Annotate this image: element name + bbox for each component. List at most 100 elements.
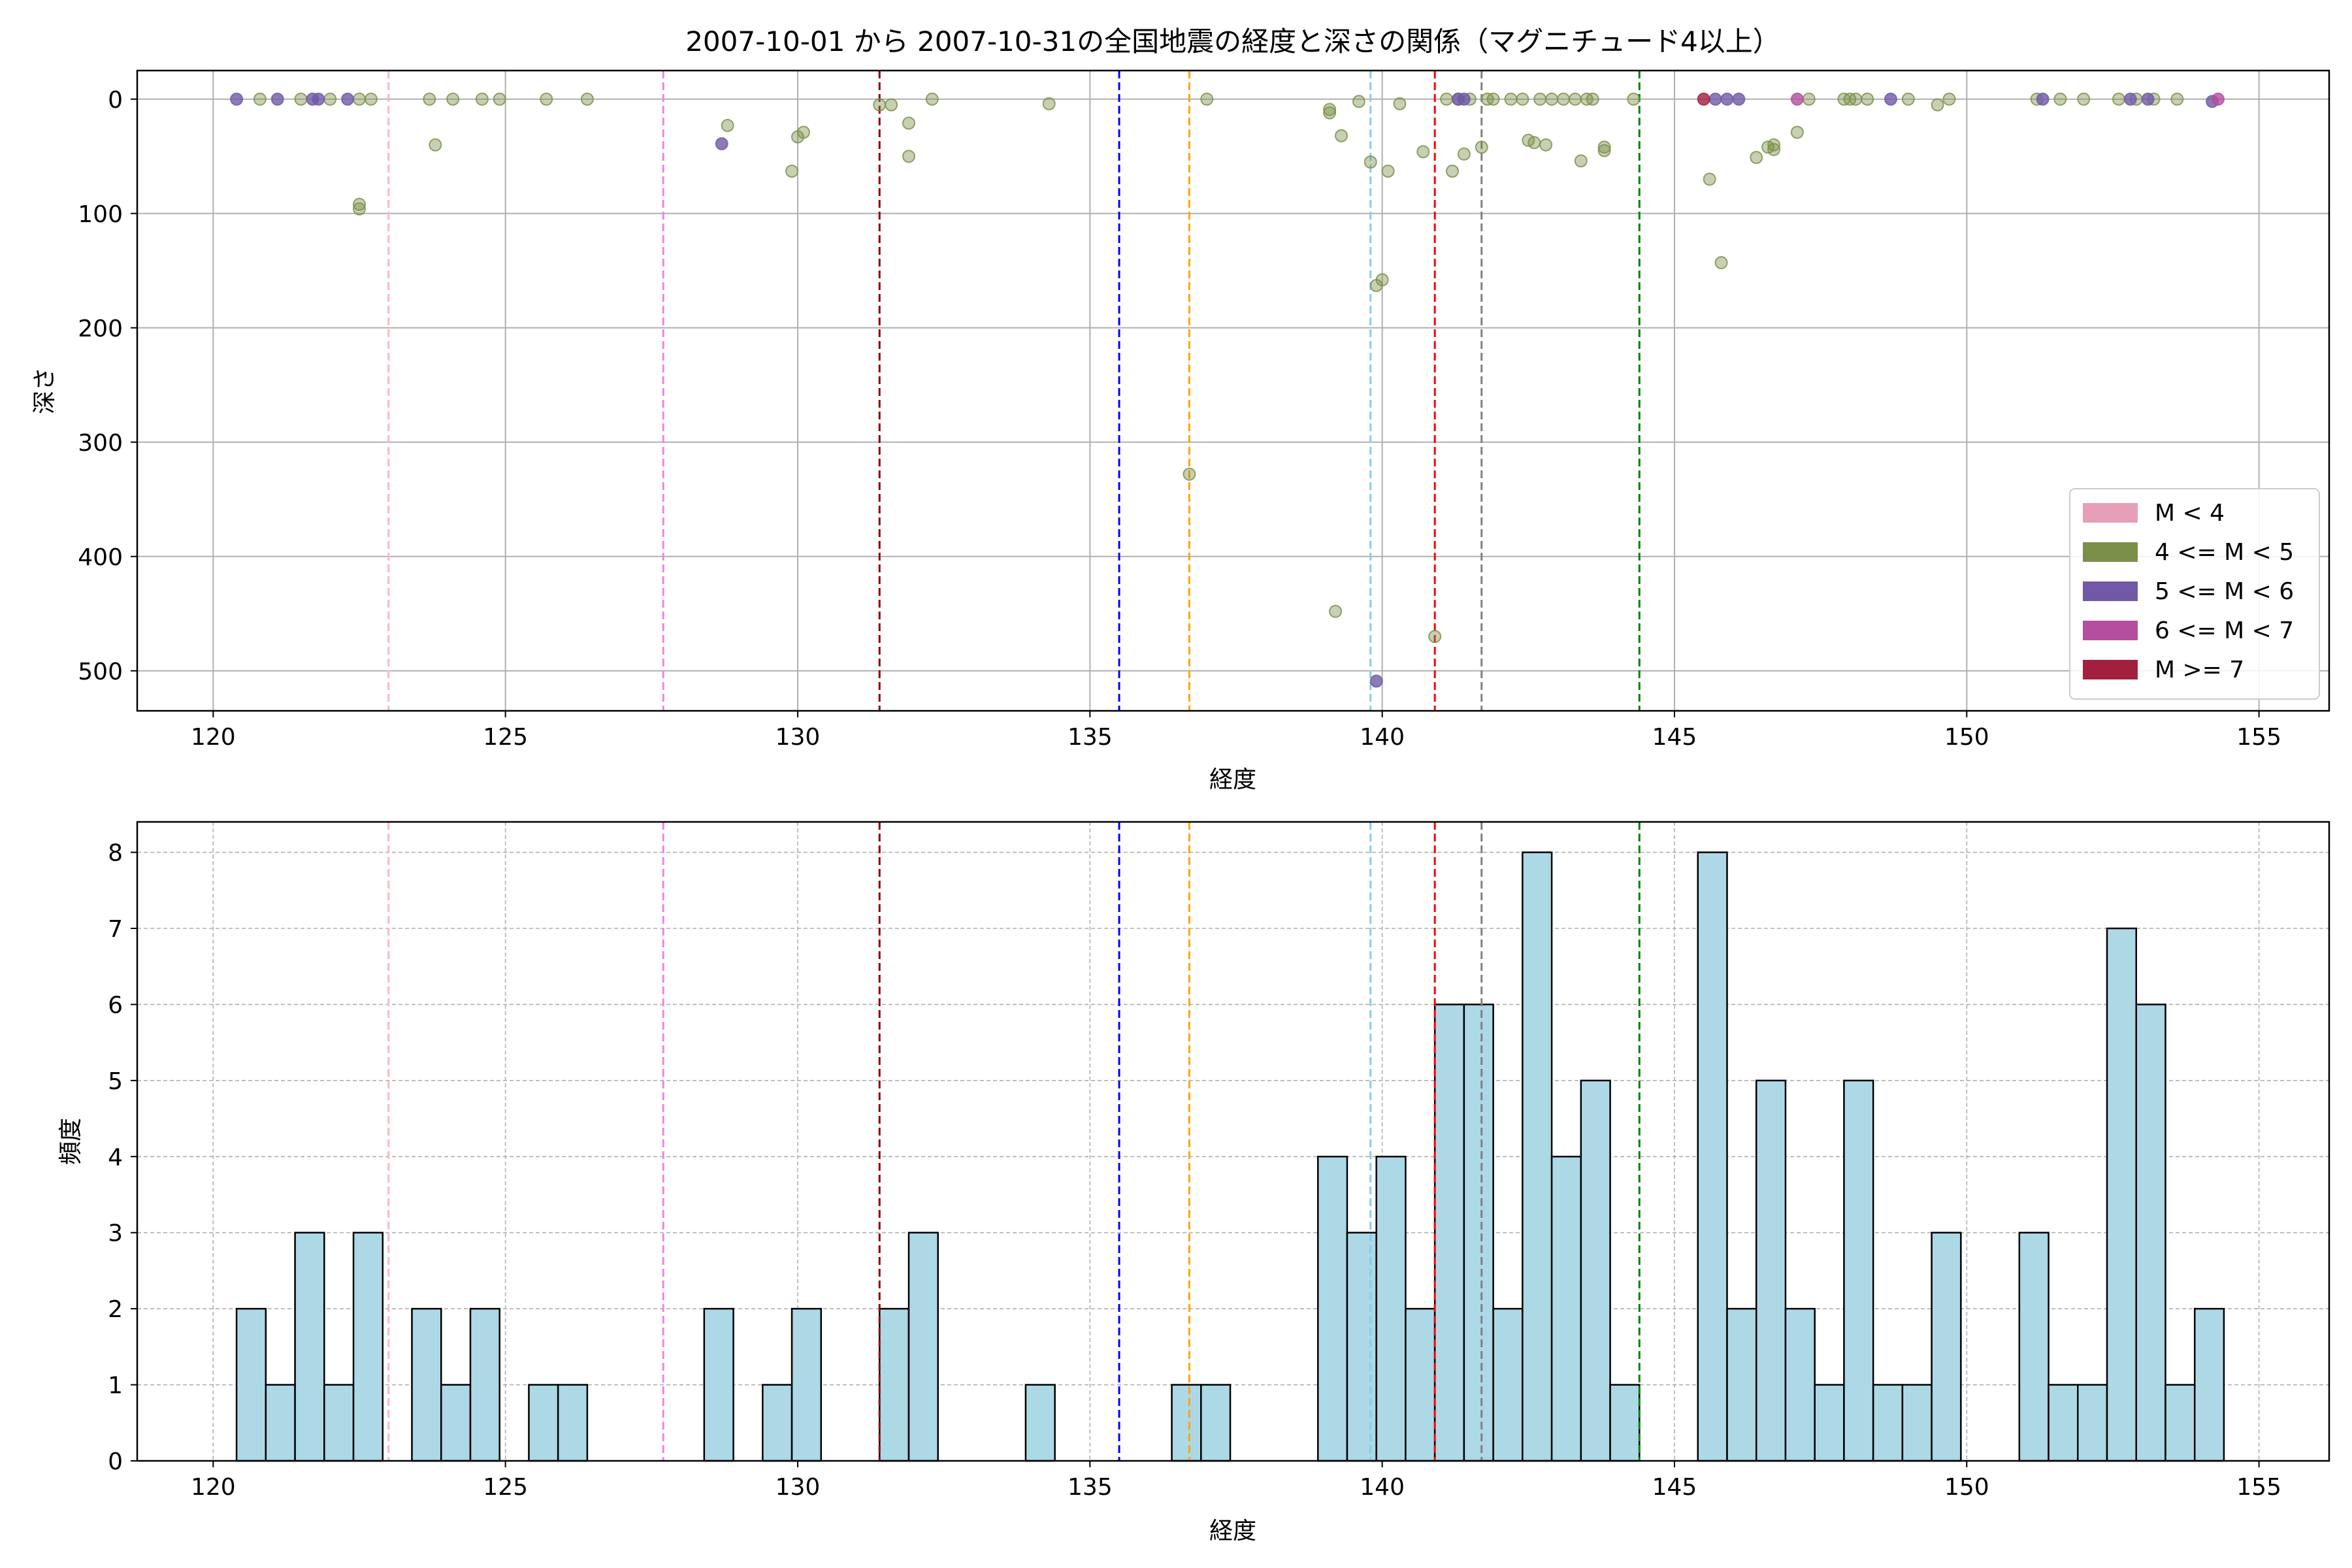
scatter-point-s1-11 xyxy=(1732,92,1746,106)
scatter-point-s0-30 xyxy=(1352,95,1365,108)
scatter-point-s0-66 xyxy=(1767,142,1781,156)
histogram-bar-35 xyxy=(1872,1384,1904,1462)
histogram-y-tick-label-3: 3 xyxy=(108,1220,123,1247)
histogram-bar-17 xyxy=(1200,1384,1232,1462)
scatter-point-s0-72 xyxy=(1861,92,1874,106)
histogram-bar-4 xyxy=(352,1232,384,1462)
histogram-y-tick-label-7: 7 xyxy=(108,916,123,943)
scatter-point-s1-12 xyxy=(1884,92,1897,106)
histogram-x-tick-label-145: 145 xyxy=(1652,1474,1697,1501)
histogram-bar-16 xyxy=(1171,1384,1202,1462)
scatter-point-s0-51 xyxy=(1539,138,1553,152)
histogram-bars xyxy=(235,851,2225,1462)
histogram-x-tick-label-135: 135 xyxy=(1068,1474,1113,1501)
histogram-y-tick-label-2: 2 xyxy=(108,1296,123,1323)
histogram-bar-15 xyxy=(1024,1384,1056,1462)
scatter-point-s0-36 xyxy=(1416,145,1430,159)
scatter-point-s0-53 xyxy=(1556,92,1570,106)
histogram-bar-6 xyxy=(440,1384,472,1462)
scatter-point-s0-38 xyxy=(1440,92,1454,106)
scatter-point-s0-59 xyxy=(1597,144,1611,157)
histogram-x-tick-label-150: 150 xyxy=(1944,1474,1989,1501)
scatter-point-s1-1 xyxy=(270,92,284,106)
legend-swatch-2 xyxy=(2083,581,2138,601)
histogram-bar-33 xyxy=(1814,1384,1845,1462)
scatter-point-s0-8 xyxy=(429,138,442,152)
histogram-reference-lines xyxy=(387,822,1641,1461)
scatter-point-s0-68 xyxy=(1802,92,1816,106)
scatter-point-s0-41 xyxy=(1457,147,1471,161)
scatter-point-s0-78 xyxy=(2077,92,2091,106)
scatter-x-ticks: 120 125 130 135 140 145 150 155 xyxy=(191,711,2281,751)
histogram-bar-24 xyxy=(1492,1307,1524,1462)
legend-label-0: M < 4 xyxy=(2155,500,2225,527)
histogram-bar-2 xyxy=(294,1232,325,1462)
histogram-bar-34 xyxy=(1843,1079,1874,1462)
scatter-point-s1-5 xyxy=(715,137,728,150)
legend: M < 4 4 <= M < 5 5 <= M < 6 6 <= M < 7 M >= … xyxy=(2069,488,2320,700)
legend-label-4: M >= 7 xyxy=(2155,657,2244,683)
histogram-y-tick-label-6: 6 xyxy=(108,992,123,1019)
scatter-point-s0-57 xyxy=(1586,92,1599,106)
scatter-point-s2-0 xyxy=(1790,92,1804,106)
histogram-bar-14 xyxy=(907,1232,939,1462)
histogram-bar-11 xyxy=(762,1384,793,1462)
histogram-bar-23 xyxy=(1463,1004,1494,1462)
scatter-x-tick-label-140: 140 xyxy=(1360,724,1405,751)
scatter-point-s0-17 xyxy=(796,125,810,139)
histogram-x-tick-label-130: 130 xyxy=(776,1474,821,1501)
histogram-x-tick-label-125: 125 xyxy=(483,1474,528,1501)
scatter-point-s0-26 xyxy=(1323,103,1337,116)
histogram-x-tick-label-140: 140 xyxy=(1360,1474,1405,1501)
scatter-y-tick-label-400: 400 xyxy=(78,544,123,571)
scatter-point-s0-45 xyxy=(1486,92,1500,106)
scatter-point-s0-74 xyxy=(1931,98,1944,112)
scatter-point-s0-75 xyxy=(1942,92,1956,106)
scatter-point-s0-82 xyxy=(2170,92,2184,106)
histogram-bar-9 xyxy=(557,1384,589,1462)
scatter-point-s0-19 xyxy=(885,98,898,112)
scatter-y-tick-label-300: 300 xyxy=(78,430,123,457)
legend-swatch-4 xyxy=(2083,660,2138,679)
histogram-bar-1 xyxy=(265,1384,296,1462)
histogram-y-tick-label-1: 1 xyxy=(108,1373,123,1399)
scatter-point-s0-9 xyxy=(446,92,460,106)
scatter-point-s0-27 xyxy=(1323,106,1337,120)
scatter-point-s0-63 xyxy=(1750,151,1763,164)
scatter-y-ticks: 0 100 200 300 400 500 xyxy=(78,87,137,685)
histogram-bar-0 xyxy=(235,1307,267,1462)
scatter-point-s0-77 xyxy=(2053,92,2067,106)
scatter-point-s0-73 xyxy=(1901,92,1915,106)
histogram-x-axis-label: 経度 xyxy=(1209,1518,1256,1544)
histogram-bar-7 xyxy=(469,1307,500,1462)
legend-label-1: 4 <= M < 5 xyxy=(2155,539,2294,566)
scatter-point-s0-34 xyxy=(1381,165,1395,178)
scatter-point-s0-79 xyxy=(2112,92,2125,106)
histogram-bar-13 xyxy=(878,1307,910,1462)
histogram-bar-32 xyxy=(1784,1307,1816,1462)
scatter-point-s0-28 xyxy=(1329,604,1343,618)
histogram-y-axis-label: 頻度 xyxy=(57,1118,84,1165)
scatter-point-s0-2 xyxy=(323,92,337,106)
scatter-point-s0-4 xyxy=(352,197,366,211)
scatter-point-s1-15 xyxy=(2141,92,2155,106)
histogram-bar-43 xyxy=(2164,1384,2196,1462)
histogram-bar-12 xyxy=(791,1307,823,1462)
legend-label-3: 6 <= M < 7 xyxy=(2155,617,2294,644)
histogram-bar-20 xyxy=(1375,1156,1407,1462)
histogram-bar-5 xyxy=(411,1307,442,1462)
scatter-point-s0-58 xyxy=(1597,140,1611,154)
scatter-point-s0-37 xyxy=(1428,630,1442,644)
histogram-bar-26 xyxy=(1550,1156,1582,1462)
histogram-bar-31 xyxy=(1755,1079,1787,1462)
scatter-point-s0-46 xyxy=(1504,92,1518,106)
scatter-x-tick-label-150: 150 xyxy=(1944,724,1989,751)
scatter-point-s0-71 xyxy=(1849,92,1863,106)
scatter-point-s0-3 xyxy=(352,92,366,106)
scatter-point-s0-6 xyxy=(364,92,378,106)
scatter-point-s3-0 xyxy=(1697,92,1710,106)
scatter-point-s1-8 xyxy=(1457,92,1471,106)
scatter-point-s0-49 xyxy=(1527,136,1541,150)
scatter-point-s1-13 xyxy=(2036,92,2050,106)
scatter-point-s0-11 xyxy=(493,92,506,106)
